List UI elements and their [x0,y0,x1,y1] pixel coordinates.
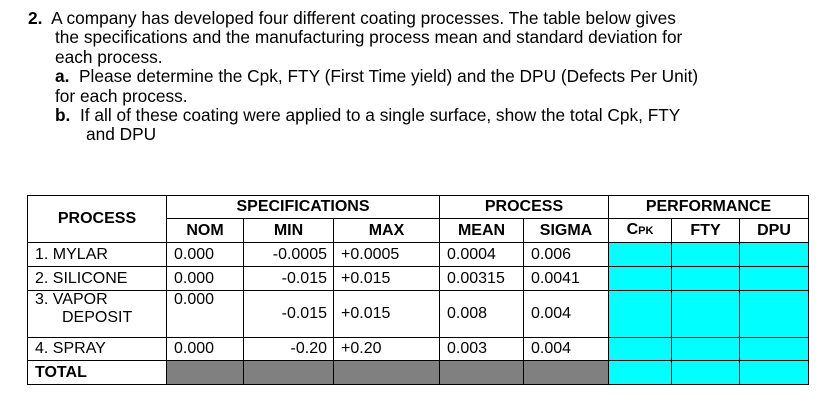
header-fty: FTY [671,218,740,243]
table-row: 3. VAPOR DEPOSIT 0.000 -0.015 +0.015 0.00… [27,290,809,338]
header-cpk: CPK [608,218,672,243]
header-mean: MEAN [439,218,524,243]
cell-max: +0.20 [333,337,440,361]
cpk-main: C [626,221,639,238]
cell-blocked [439,360,524,385]
part-a-line-1: a. Please determine the Cpk, FTY (First … [28,67,818,86]
header-performance: PERFORMANCE [608,195,809,219]
table-row: 4. SPRAY 0.000 -0.20 +0.20 0.003 0.004 [27,337,809,361]
cell-min: -0.015 [243,290,334,338]
cell-fty-answer[interactable] [671,290,740,338]
cell-max: +0.0005 [333,242,440,267]
part-a-text: Please determine the Cpk, FTY (First Tim… [79,66,699,87]
row-name-line: DEPOSIT [62,309,133,326]
part-b-line-2: and DPU [86,124,157,145]
header-dpu: DPU [739,218,809,243]
question-intro-line-1: 2. A company has developed four differen… [28,8,818,28]
cell-dpu-answer[interactable] [739,242,809,267]
cell-mean: 0.003 [439,337,524,361]
cell-min: -0.0005 [243,242,334,267]
intro-text: A company has developed four different c… [51,8,676,28]
cell-sigma: 0.004 [523,290,609,338]
cell-max: +0.015 [333,266,440,291]
cell-fty-answer[interactable] [671,337,740,361]
row-name: 1. MYLAR [27,242,167,267]
header-sigma: SIGMA [523,218,609,243]
cell-cpk-answer[interactable] [608,290,672,338]
row-name: 4. SPRAY [27,337,167,361]
cell-cpk-answer[interactable] [608,266,672,291]
header-max: MAX [333,218,440,243]
question-intro-line-2: the specifications and the manufacturing… [55,27,683,48]
cell-cpk-answer[interactable] [608,242,672,267]
cell-dpu-answer[interactable] [739,337,809,361]
cell-blocked [166,360,244,385]
question-text: 2. A company has developed four differen… [28,8,818,145]
process-table: PROCESS SPECIFICATIONS PROCESS PERFORMAN… [27,195,809,385]
cell-blocked [523,360,609,385]
cell-nom: 0.000 [166,242,244,267]
total-fty-answer[interactable] [671,360,740,385]
part-a-label: a. [55,66,70,87]
cell-mean: 0.0004 [439,242,524,267]
header-specifications: SPECIFICATIONS [166,195,440,219]
cell-min: -0.015 [243,266,334,291]
header-nom: NOM [166,218,244,243]
part-a-line-2: for each process. [55,85,188,106]
row-name: 2. SILICONE [27,266,167,291]
cell-dpu-answer[interactable] [739,290,809,338]
cell-nom: 0.000 [166,266,244,291]
cell-blocked [333,360,440,385]
cell-nom: 0.000 [166,337,244,361]
total-dpu-answer[interactable] [739,360,809,385]
header-process: PROCESS [27,195,167,243]
cell-sigma: 0.006 [523,242,609,267]
row-name: 3. VAPOR DEPOSIT [27,290,167,338]
part-b-line-1: b. If all of these coating were applied … [28,105,818,126]
total-label: TOTAL [27,360,167,385]
total-cpk-answer[interactable] [608,360,672,385]
header-process-group: PROCESS [439,195,609,219]
cell-mean: 0.00315 [439,266,524,291]
header-min: MIN [243,218,334,243]
cell-sigma: 0.004 [523,337,609,361]
question-number: 2. [28,8,43,28]
cell-dpu-answer[interactable] [739,266,809,291]
cell-max: +0.015 [333,290,440,338]
cpk-sub: PK [638,225,654,237]
cell-fty-answer[interactable] [671,242,740,267]
table-row: 1. MYLAR 0.000 -0.0005 +0.0005 0.0004 0.… [27,242,809,267]
total-row: TOTAL [27,360,809,385]
table-row: 2. SILICONE 0.000 -0.015 +0.015 0.00315 … [27,266,809,291]
cell-fty-answer[interactable] [671,266,740,291]
question-intro-line-3: each process. [55,46,163,67]
part-b-text: If all of these coating were applied to … [79,105,681,126]
cell-mean: 0.008 [439,290,524,338]
cell-min: -0.20 [243,337,334,361]
cell-cpk-answer[interactable] [608,337,672,361]
cell-blocked [243,360,334,385]
row-name-line: 3. VAPOR [35,291,108,308]
cell-nom: 0.000 [166,290,244,338]
cell-sigma: 0.0041 [523,266,609,291]
part-b-label: b. [55,105,71,126]
